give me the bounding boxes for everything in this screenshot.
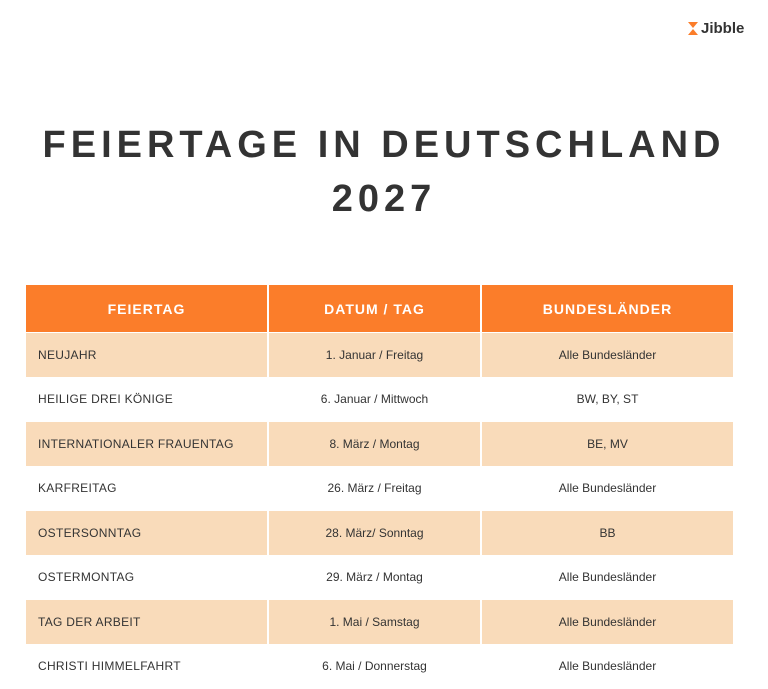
holiday-name: INTERNATIONALER FRAUENTAG — [26, 422, 267, 466]
page-title: FEIERTAGE IN DEUTSCHLAND 2027 — [0, 118, 768, 226]
title-line-1: FEIERTAGE IN DEUTSCHLAND — [42, 124, 726, 166]
holiday-date: 1. Mai / Samstag — [269, 600, 480, 644]
table-header: FEIERTAG DATUM / TAG BUNDESLÄNDER — [26, 285, 733, 332]
title-line-2: 2027 — [331, 178, 437, 220]
table-row: TAG DER ARBEIT 1. Mai / Samstag Alle Bunde… — [26, 600, 733, 644]
table-row: OSTERMONTAG 29. März / Montag Alle Bundesl… — [26, 556, 733, 600]
holiday-states: BE, MV — [482, 422, 733, 466]
holiday-states: Alle Bundesländer — [482, 333, 733, 377]
holiday-date: 6. Januar / Mittwoch — [320, 392, 429, 407]
holiday-name: TAG DER ARBEIT — [26, 600, 267, 644]
holiday-states: Alle Bundesländer — [482, 600, 733, 644]
header-bundeslaender: BUNDESLÄNDER — [482, 285, 733, 332]
table-row: INTERNATIONALER FRAUENTAG 8. März / Monta… — [26, 422, 733, 466]
holiday-date: 28. März/ Sonntag — [269, 511, 480, 555]
holiday-date: 26. März / Freitag — [327, 481, 422, 496]
holiday-name: NEUJAHR — [26, 333, 267, 377]
holiday-name: OSTERSONNTAG — [26, 511, 267, 555]
holiday-table: FEIERTAG DATUM / TAG BUNDESLÄNDER NEUJAH… — [24, 284, 735, 689]
header-datum: DATUM / TAG — [269, 285, 480, 332]
hourglass-icon — [688, 22, 698, 35]
holiday-states: Alle Bundesländer — [558, 570, 657, 585]
table-row: HEILIGE DREI KÖNIGE 6. Januar / Mittwoch B… — [26, 378, 733, 422]
holiday-name: HEILIGE DREI KÖNIGE — [38, 392, 174, 407]
table-row: NEUJAHR 1. Januar / Freitag Alle Bundeslän… — [26, 333, 733, 377]
holiday-date: 6. Mai / Donnerstag — [322, 659, 427, 674]
logo-text: Jibble — [701, 20, 745, 37]
holiday-name: OSTERMONTAG — [38, 570, 135, 585]
holiday-states: BW, BY, ST — [576, 392, 639, 407]
jibble-logo: Jibble — [688, 20, 744, 37]
table-row: OSTERSONNTAG 28. März/ Sonntag BB — [26, 511, 733, 555]
holiday-date: 8. März / Montag — [269, 422, 480, 466]
holiday-date: 29. März / Montag — [326, 570, 423, 585]
table-row: KARFREITAG 26. März / Freitag Alle Bundesl… — [26, 467, 733, 511]
holiday-states: Alle Bundesländer — [558, 659, 657, 674]
table-row: CHRISTI HIMMELFAHRT 6. Mai / Donnerstag Al… — [26, 645, 733, 689]
holiday-date: 1. Januar / Freitag — [269, 333, 480, 377]
holiday-states: Alle Bundesländer — [558, 481, 657, 496]
holiday-states: BB — [482, 511, 733, 555]
holiday-name: CHRISTI HIMMELFAHRT — [38, 659, 181, 674]
holiday-name: KARFREITAG — [38, 481, 117, 496]
header-feiertag: FEIERTAG — [26, 285, 267, 332]
